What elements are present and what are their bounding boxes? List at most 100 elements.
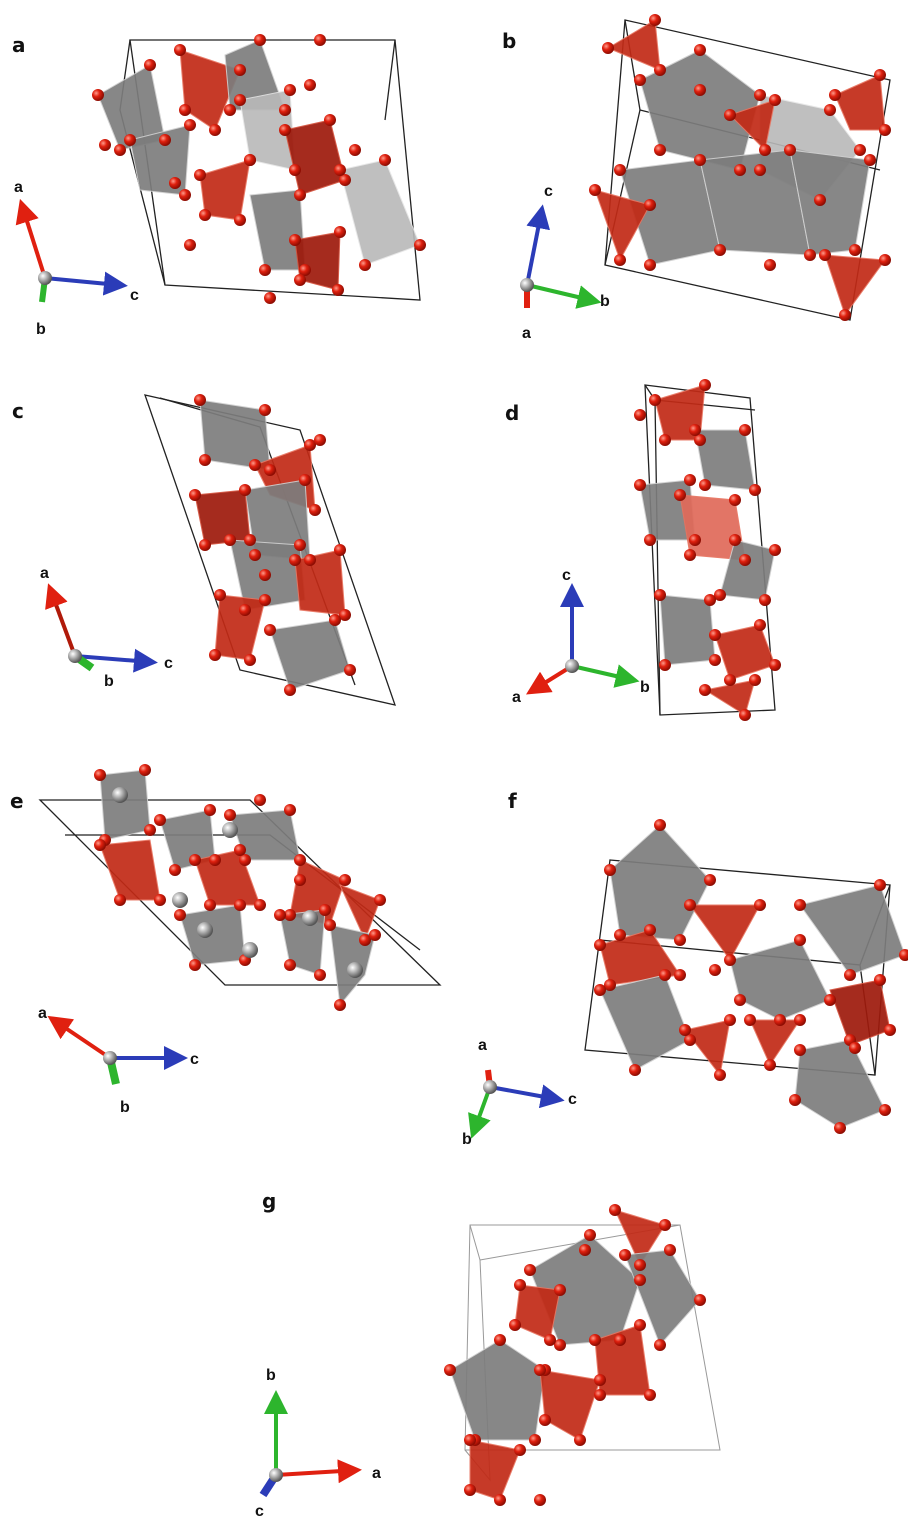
- axis-label: a: [522, 325, 531, 342]
- oxygen-atom: [139, 764, 151, 776]
- axis-arrow: [527, 285, 582, 298]
- polyhedron: [685, 1020, 730, 1075]
- oxygen-atom: [879, 124, 891, 136]
- oxygen-atom: [244, 534, 256, 546]
- oxygen-atom: [704, 594, 716, 606]
- oxygen-atom: [824, 994, 836, 1006]
- oxygen-atom: [332, 284, 344, 296]
- oxygen-atom: [214, 589, 226, 601]
- oxygen-atom: [444, 1364, 456, 1376]
- oxygen-atom: [154, 894, 166, 906]
- oxygen-atom: [334, 544, 346, 556]
- oxygen-atom: [579, 1244, 591, 1256]
- oxygen-atom: [99, 139, 111, 151]
- oxygen-atom: [604, 864, 616, 876]
- oxygen-atom: [714, 244, 726, 256]
- oxygen-atom: [289, 234, 301, 246]
- oxygen-atom: [514, 1444, 526, 1456]
- oxygen-atom: [699, 684, 711, 696]
- oxygen-atom: [694, 154, 706, 166]
- oxygen-atom: [634, 1259, 646, 1271]
- oxygen-atom: [529, 1434, 541, 1446]
- oxygen-atom: [724, 109, 736, 121]
- oxygen-atom: [849, 1042, 861, 1054]
- panel-label: g: [262, 1189, 276, 1213]
- oxygen-atom: [234, 94, 246, 106]
- oxygen-atom: [759, 144, 771, 156]
- oxygen-atom: [279, 104, 291, 116]
- oxygen-atom: [539, 1414, 551, 1426]
- oxygen-atom: [729, 494, 741, 506]
- oxygen-atom: [254, 899, 266, 911]
- oxygen-atom: [224, 104, 236, 116]
- oxygen-atom: [159, 134, 171, 146]
- polyhedron: [610, 825, 710, 940]
- oxygen-atom: [759, 594, 771, 606]
- polyhedron: [100, 770, 150, 840]
- oxygen-atom: [609, 1204, 621, 1216]
- panel-label: e: [10, 789, 24, 813]
- panel-f: f a c b: [462, 789, 908, 1148]
- oxygen-atom: [204, 899, 216, 911]
- oxygen-atom: [749, 674, 761, 686]
- polyhedron: [750, 1020, 800, 1065]
- axis-arrow: [490, 1087, 545, 1097]
- cation-atom: [222, 822, 238, 838]
- polyhedron: [285, 120, 345, 195]
- axis-label: c: [544, 183, 553, 200]
- oxygen-atom: [294, 854, 306, 866]
- oxygen-atom: [584, 1229, 596, 1241]
- oxygen-atom: [274, 909, 286, 921]
- oxygen-atom: [694, 1294, 706, 1306]
- oxygen-atom: [814, 194, 826, 206]
- oxygen-atom: [244, 154, 256, 166]
- atom: [565, 659, 579, 673]
- oxygen-atom: [334, 226, 346, 238]
- oxygen-atom: [344, 664, 356, 676]
- oxygen-atom: [359, 259, 371, 271]
- axis-label: a: [40, 565, 49, 582]
- oxygen-atom: [704, 874, 716, 886]
- axis-label: b: [266, 1367, 276, 1384]
- oxygen-atom: [774, 1014, 786, 1026]
- oxygen-atom: [174, 909, 186, 921]
- oxygen-atom: [724, 1014, 736, 1026]
- oxygen-atom: [654, 64, 666, 76]
- oxygen-atom: [199, 454, 211, 466]
- oxygen-atom: [879, 1104, 891, 1116]
- oxygen-atom: [464, 1434, 476, 1446]
- oxygen-atom: [184, 119, 196, 131]
- oxygen-atom: [324, 919, 336, 931]
- oxygen-atom: [659, 659, 671, 671]
- oxygen-atom: [374, 894, 386, 906]
- oxygen-atom: [339, 874, 351, 886]
- oxygen-atom: [324, 114, 336, 126]
- oxygen-atom: [679, 1024, 691, 1036]
- oxygen-atom: [534, 1494, 546, 1506]
- oxygen-atom: [684, 474, 696, 486]
- polyhedron: [660, 595, 715, 665]
- atom: [103, 1051, 117, 1065]
- oxygen-atom: [794, 934, 806, 946]
- figure: a a c b b: [0, 0, 908, 1518]
- oxygen-atom: [854, 144, 866, 156]
- oxygen-atom: [189, 854, 201, 866]
- oxygen-atom: [769, 94, 781, 106]
- oxygen-atom: [794, 899, 806, 911]
- oxygen-atom: [834, 1122, 846, 1134]
- oxygen-atom: [659, 1219, 671, 1231]
- oxygen-atom: [554, 1284, 566, 1296]
- oxygen-atom: [724, 674, 736, 686]
- oxygen-atom: [794, 1014, 806, 1026]
- oxygen-atom: [179, 189, 191, 201]
- polyhedron: [295, 550, 345, 615]
- oxygen-atom: [614, 254, 626, 266]
- oxygen-atom: [199, 539, 211, 551]
- oxygen-atom: [204, 804, 216, 816]
- oxygen-atom: [634, 1274, 646, 1286]
- axis-label: a: [14, 179, 23, 196]
- oxygen-atom: [764, 1059, 776, 1071]
- polyhedron: [540, 1370, 600, 1440]
- oxygen-atom: [514, 1279, 526, 1291]
- oxygen-atom: [864, 154, 876, 166]
